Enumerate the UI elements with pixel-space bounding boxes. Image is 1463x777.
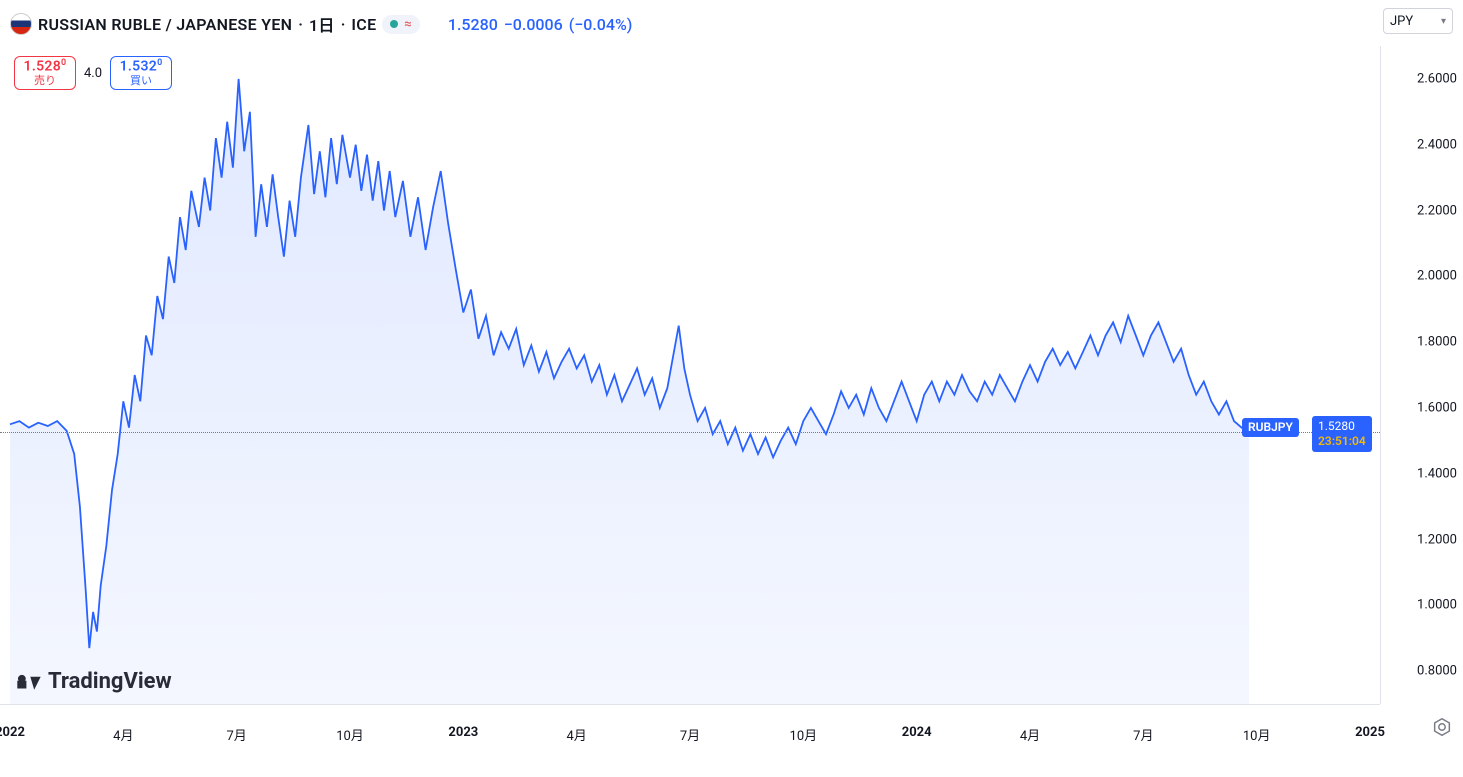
y-axis-tick: 2.2000 (1417, 203, 1457, 218)
x-axis-tick: 2025 (1355, 725, 1385, 740)
last-price-line (0, 432, 1380, 433)
price-tag-symbol: RUBJPY (1242, 418, 1299, 437)
x-axis-tick: 10月 (1243, 725, 1271, 744)
price-change-pct: (−0.04%) (569, 15, 633, 34)
price-change: −0.0006 (504, 15, 563, 34)
y-axis-tick: 2.4000 (1417, 137, 1457, 152)
x-axis-tick: 4月 (1020, 725, 1040, 744)
approx-icon: ≈ (404, 17, 411, 32)
flag-icon (10, 13, 32, 35)
currency-dropdown[interactable]: JPY ▾ (1383, 8, 1453, 34)
x-axis-tick: 10月 (336, 725, 364, 744)
x-axis-tick: 4月 (567, 725, 587, 744)
y-axis-tick: 1.4000 (1417, 466, 1457, 481)
x-axis-tick: 2023 (448, 725, 478, 740)
separator: · (341, 15, 346, 34)
market-status-pill: ≈ (382, 15, 419, 34)
price-chart-svg (0, 46, 1380, 704)
currency-dropdown-value: JPY (1390, 14, 1413, 29)
chevron-down-icon: ▾ (1441, 16, 1446, 27)
y-axis-tick: 1.0000 (1417, 598, 1457, 613)
watermark-text: TradingView (48, 669, 172, 694)
x-axis-tick: 7月 (680, 725, 700, 744)
chart-interval[interactable]: 1日 (309, 12, 335, 36)
price-tag-price: 1.5280 (1318, 419, 1366, 434)
y-axis-tick: 1.2000 (1417, 532, 1457, 547)
y-axis-tick: 2.6000 (1417, 71, 1457, 86)
symbol-pair[interactable]: RUSSIAN RUBLE / JAPANESE YEN (38, 15, 292, 34)
settings-gear-icon[interactable] (1431, 716, 1453, 738)
exchange-name: ICE (351, 15, 376, 34)
tradingview-logo-icon (16, 672, 42, 692)
price-tag: RUBJPY 1.5280 23:51:04 (1312, 416, 1372, 452)
status-dot-icon (390, 20, 398, 28)
y-axis[interactable]: 2.6000 2.4000 2.2000 2.0000 1.8000 1.6000 1.40… (1380, 46, 1463, 704)
chart-plot-area[interactable] (0, 46, 1380, 704)
last-price: 1.5280 (448, 15, 498, 34)
x-axis-tick: 2024 (902, 725, 932, 740)
y-axis-tick: 0.8000 (1417, 664, 1457, 679)
y-axis-tick: 1.6000 (1417, 400, 1457, 415)
x-axis-tick: 7月 (1133, 725, 1153, 744)
tradingview-watermark[interactable]: TradingView (16, 669, 172, 694)
y-axis-tick: 1.8000 (1417, 335, 1457, 350)
separator: · (298, 15, 303, 34)
price-tag-time: 23:51:04 (1318, 434, 1366, 449)
x-axis-tick: 7月 (227, 725, 247, 744)
x-axis-tick: 10月 (790, 725, 818, 744)
y-axis-tick: 2.0000 (1417, 269, 1457, 284)
x-axis-tick: 2022 (0, 725, 25, 740)
x-axis[interactable]: 20224月7月10月20234月7月10月20244月7月10月2025 (0, 704, 1380, 764)
x-axis-tick: 4月 (113, 725, 133, 744)
chart-header: RUSSIAN RUBLE / JAPANESE YEN · 1日 · ICE … (10, 8, 1453, 40)
